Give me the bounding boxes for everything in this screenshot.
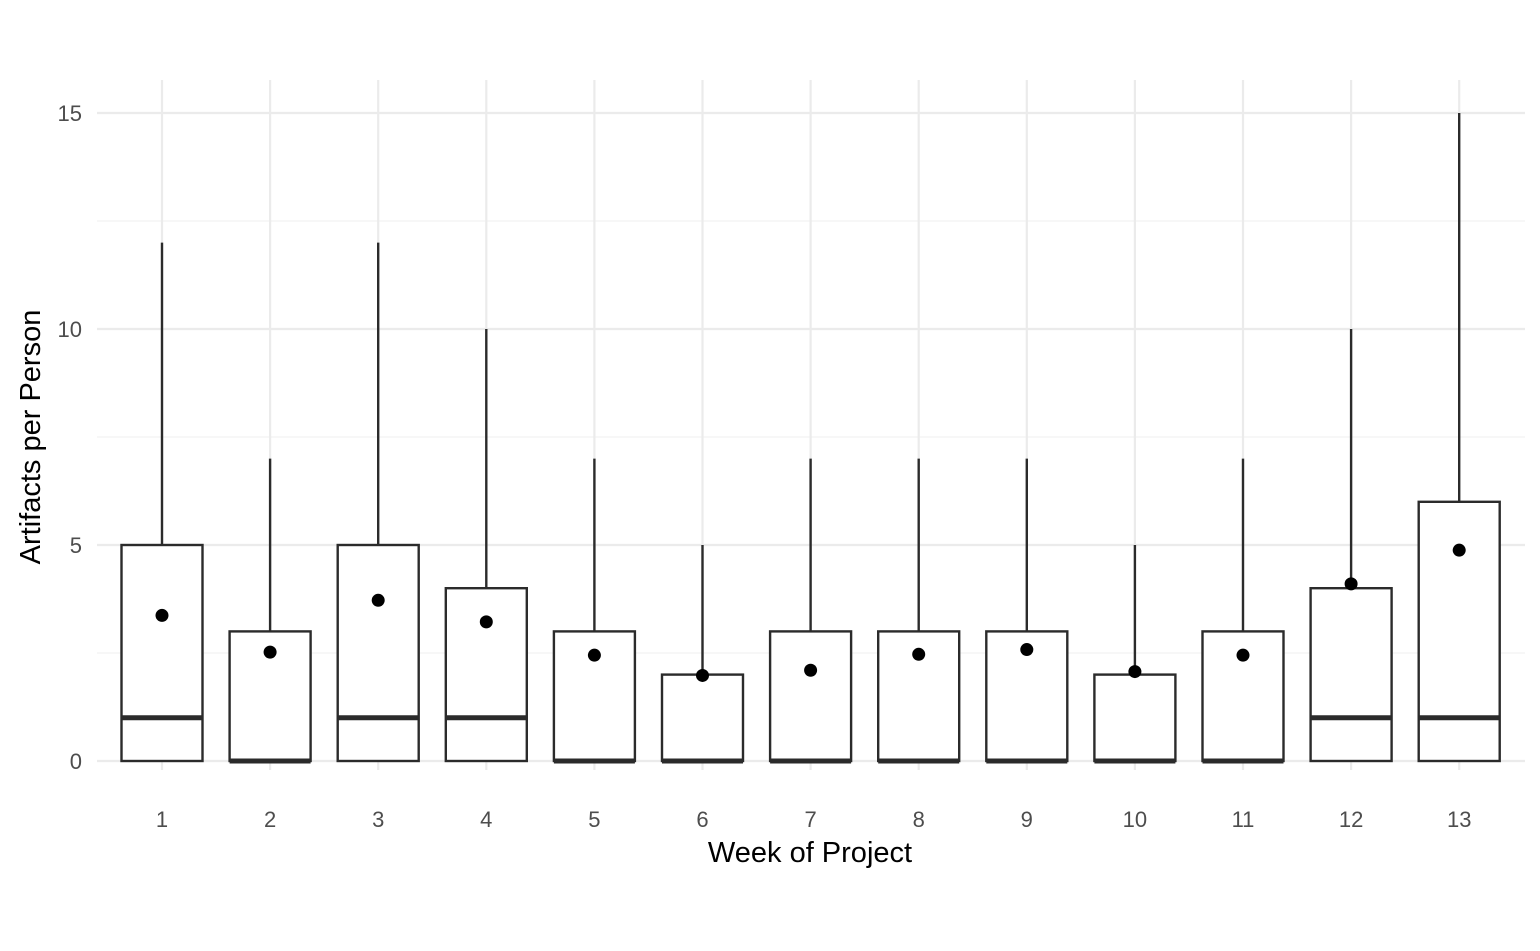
box-week-5	[552, 458, 637, 764]
mean-point	[587, 648, 601, 662]
box-series	[120, 113, 1501, 764]
y-tick-label: 0	[70, 749, 82, 774]
box-week-8	[877, 458, 961, 764]
x-axis-title: Week of Project	[708, 837, 912, 869]
box-iqr	[1093, 673, 1177, 763]
box-week-2	[228, 458, 312, 764]
box-week-10	[1093, 545, 1177, 764]
x-tick-label: 7	[804, 807, 816, 832]
mean-point	[155, 608, 169, 622]
y-tick-label: 5	[70, 533, 82, 558]
box-iqr	[336, 543, 420, 763]
x-tick-label: 11	[1232, 807, 1255, 832]
mean-point	[479, 615, 493, 629]
x-tick-label: 4	[480, 807, 492, 832]
mean-point	[371, 593, 385, 607]
mean-point	[696, 668, 709, 682]
y-axis-ticks: 0 5 10 15	[58, 101, 82, 774]
x-tick-label: 3	[372, 807, 384, 832]
box-iqr	[120, 543, 204, 763]
mean-point	[804, 663, 818, 677]
box-iqr	[1417, 500, 1501, 763]
x-tick-label: 6	[696, 807, 708, 832]
mean-point	[912, 647, 926, 661]
x-tick-label: 1	[156, 807, 168, 832]
box-iqr	[1309, 587, 1393, 763]
mean-point	[263, 645, 277, 659]
x-tick-label: 5	[588, 807, 600, 832]
x-tick-label: 12	[1339, 807, 1363, 832]
box-week-4	[444, 329, 528, 763]
y-tick-label: 10	[58, 317, 82, 342]
x-tick-label: 9	[1021, 807, 1033, 832]
mean-point	[1344, 577, 1358, 591]
x-tick-label: 8	[913, 807, 925, 832]
box-week-11	[1201, 458, 1285, 764]
x-axis-ticks: 1 2 3 4 5 6 7 8 9 10 11 12 13	[156, 807, 1472, 832]
box-week-13	[1417, 113, 1501, 763]
mean-point	[1452, 543, 1466, 557]
y-tick-label: 15	[58, 101, 82, 126]
mean-point	[1236, 648, 1250, 662]
box-week-9	[985, 458, 1069, 764]
x-tick-label: 2	[264, 807, 276, 832]
box-week-7	[768, 458, 853, 764]
x-tick-label: 13	[1447, 807, 1471, 832]
box-iqr	[444, 587, 528, 763]
box-iqr	[768, 630, 853, 763]
box-iqr	[660, 673, 745, 763]
box-week-1	[120, 242, 204, 763]
box-week-6	[660, 545, 745, 764]
box-week-12	[1309, 329, 1393, 763]
mean-point	[1020, 643, 1034, 657]
mean-point	[1128, 665, 1142, 679]
box-week-3	[336, 242, 420, 763]
x-tick-label: 10	[1123, 807, 1147, 832]
y-axis-title: Artifacts per Person	[15, 310, 47, 565]
